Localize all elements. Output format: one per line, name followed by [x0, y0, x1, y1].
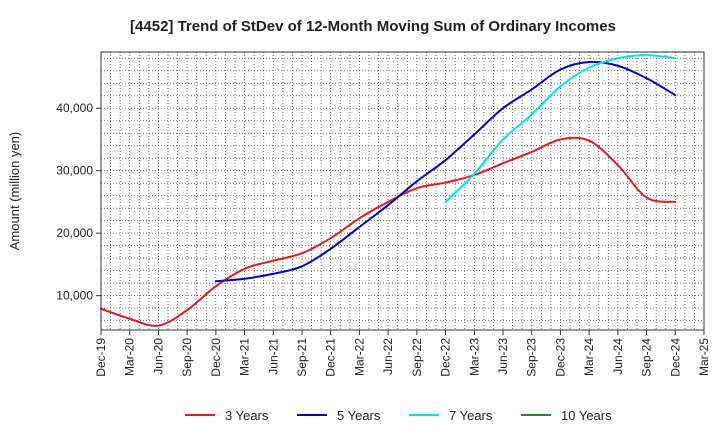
y-tick-label: 20,000	[56, 226, 93, 240]
legend: 3 Years 5 Years 7 Years 10 Years	[185, 408, 612, 423]
series-line-3-years	[100, 136, 677, 327]
x-tick-label: Dec-24	[668, 338, 682, 377]
y-tick-label: 10,000	[56, 289, 93, 303]
x-tick-label: Sep-20	[180, 338, 194, 377]
x-tick-label: Mar-24	[582, 338, 596, 376]
x-tick-label: Jun-23	[496, 338, 510, 375]
x-tick-label: Dec-22	[439, 338, 453, 377]
x-tick-label: Jun-22	[381, 338, 395, 375]
y-axis: 10,000 20,000 30,000 40,000	[56, 101, 101, 303]
series-layer	[100, 54, 677, 327]
x-tick-label: Dec-21	[324, 338, 338, 377]
legend-label-3-years: 3 Years	[225, 408, 269, 423]
plot-area	[101, 52, 704, 330]
x-tick-label: Mar-22	[352, 338, 366, 376]
x-tick-label: Jun-20	[151, 338, 165, 375]
series-line-5-years	[214, 60, 677, 283]
legend-label-10-years: 10 Years	[561, 408, 612, 423]
legend-label-5-years: 5 Years	[337, 408, 381, 423]
x-tick-label: Sep-22	[410, 338, 424, 377]
chart-title: [4452] Trend of StDev of 12-Month Moving…	[130, 18, 616, 35]
x-tick-label: Sep-23	[525, 338, 539, 377]
x-tick-label: Jun-21	[266, 338, 280, 375]
y-axis-label: Amount (million yen)	[7, 132, 22, 251]
series-line-7-years	[444, 54, 677, 203]
x-tick-label: Dec-20	[209, 338, 223, 377]
y-tick-label: 30,000	[56, 164, 93, 178]
legend-label-7-years: 7 Years	[449, 408, 493, 423]
x-tick-label: Mar-21	[238, 338, 252, 376]
x-tick-label: Sep-24	[640, 338, 654, 377]
x-tick-label: Mar-23	[467, 338, 481, 376]
x-tick-label: Sep-21	[295, 338, 309, 377]
x-tick-label: Mar-20	[123, 338, 137, 376]
grid	[101, 52, 704, 330]
plot-frame	[100, 51, 705, 331]
x-tick-label: Dec-23	[553, 338, 567, 377]
x-tick-label: Mar-25	[697, 338, 711, 376]
x-tick-label: Dec-19	[94, 338, 108, 377]
y-tick-label: 40,000	[56, 101, 93, 115]
x-tick-label: Jun-24	[611, 338, 625, 375]
x-axis: Dec-19 Mar-20 Jun-20 Sep-20 Dec-20 Mar-21 Jun-…	[94, 330, 711, 377]
